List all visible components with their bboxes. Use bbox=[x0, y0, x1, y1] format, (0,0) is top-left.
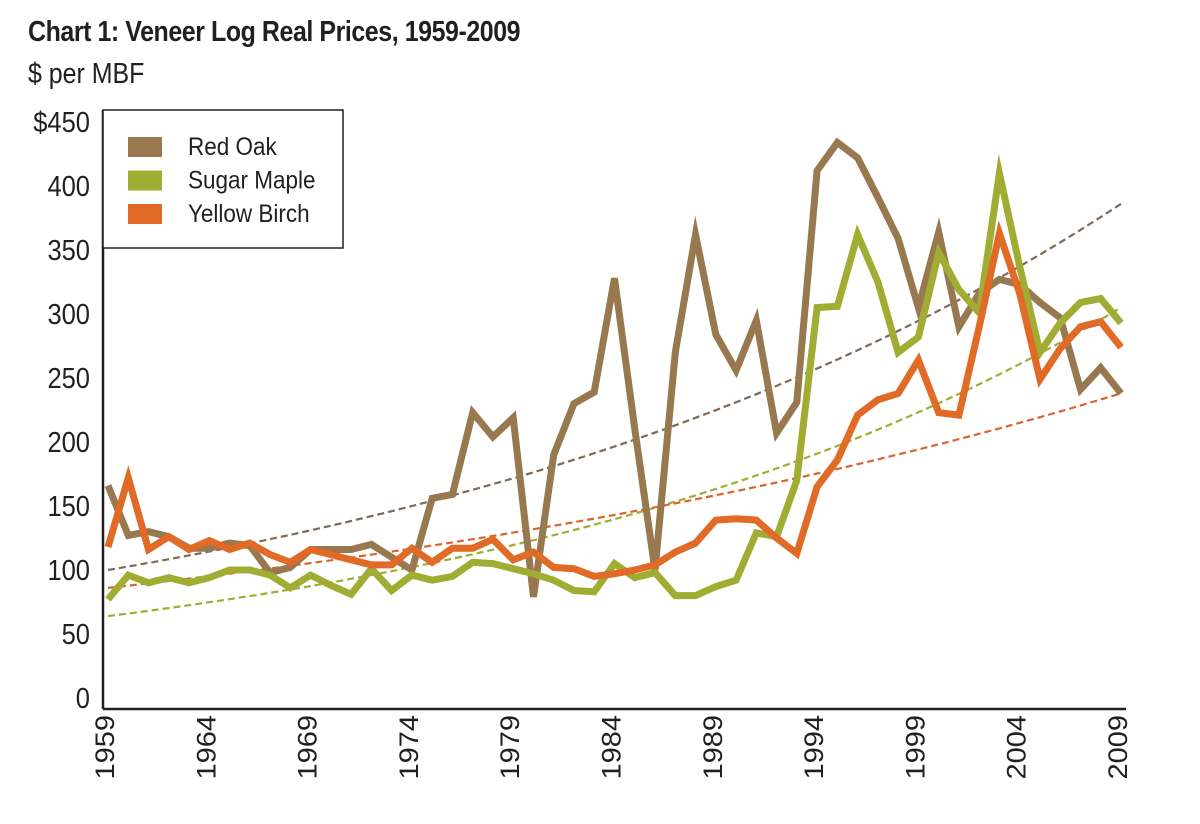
legend: Red Oak Sugar Maple Yellow Birch bbox=[102, 109, 344, 249]
y-tick-label: 300 bbox=[47, 297, 90, 330]
x-tick-label: 1994 bbox=[799, 715, 829, 780]
yellow-birch-series bbox=[104, 220, 1124, 580]
y-tick-label: $450 bbox=[33, 105, 90, 138]
red-oak-trend-line bbox=[107, 202, 1122, 572]
series-lines bbox=[104, 137, 1124, 602]
x-tick-label: 1979 bbox=[495, 715, 525, 780]
x-tick-label: 1964 bbox=[191, 715, 221, 780]
x-tick-label: 1969 bbox=[293, 715, 323, 780]
x-tick-label: 1984 bbox=[597, 715, 627, 780]
y-tick-label: 350 bbox=[47, 233, 90, 266]
x-tick-label: 1974 bbox=[394, 715, 424, 780]
y-tick-label: 50 bbox=[62, 617, 90, 650]
sugar-maple-legend-swatch bbox=[128, 170, 162, 191]
x-tick-label: 1959 bbox=[90, 715, 120, 780]
y-tick-label: 100 bbox=[47, 553, 90, 586]
sugar-maple-legend-label: Sugar Maple bbox=[188, 166, 315, 194]
y-tick-label: 150 bbox=[47, 489, 90, 522]
yellow-birch-legend-swatch bbox=[128, 204, 162, 224]
y-tick-label: 400 bbox=[47, 169, 90, 202]
axes: 0 50 100 150 200 250 300 350 400 $450 1959 1964 1969… bbox=[33, 105, 1132, 779]
yellow-birch-legend-label: Yellow Birch bbox=[188, 200, 310, 228]
x-tick-label: 2009 bbox=[1103, 715, 1133, 780]
chart-title: Chart 1: Veneer Log Real Prices, 1959-20… bbox=[28, 16, 521, 48]
y-tick-label: 200 bbox=[47, 425, 90, 458]
sugar-maple-trend-line bbox=[107, 306, 1122, 618]
x-tick-label: 1989 bbox=[698, 715, 728, 780]
x-tick-label: 2004 bbox=[1002, 715, 1032, 780]
sugar-maple-series bbox=[105, 153, 1124, 602]
chart-subtitle: $ per MBF bbox=[28, 58, 145, 90]
y-tick-label: 250 bbox=[47, 361, 90, 394]
y-tick-label: 0 bbox=[76, 681, 90, 714]
red-oak-legend-swatch bbox=[128, 137, 162, 157]
red-oak-legend-label: Red Oak bbox=[188, 133, 277, 161]
x-tick-label: 1999 bbox=[900, 715, 930, 780]
